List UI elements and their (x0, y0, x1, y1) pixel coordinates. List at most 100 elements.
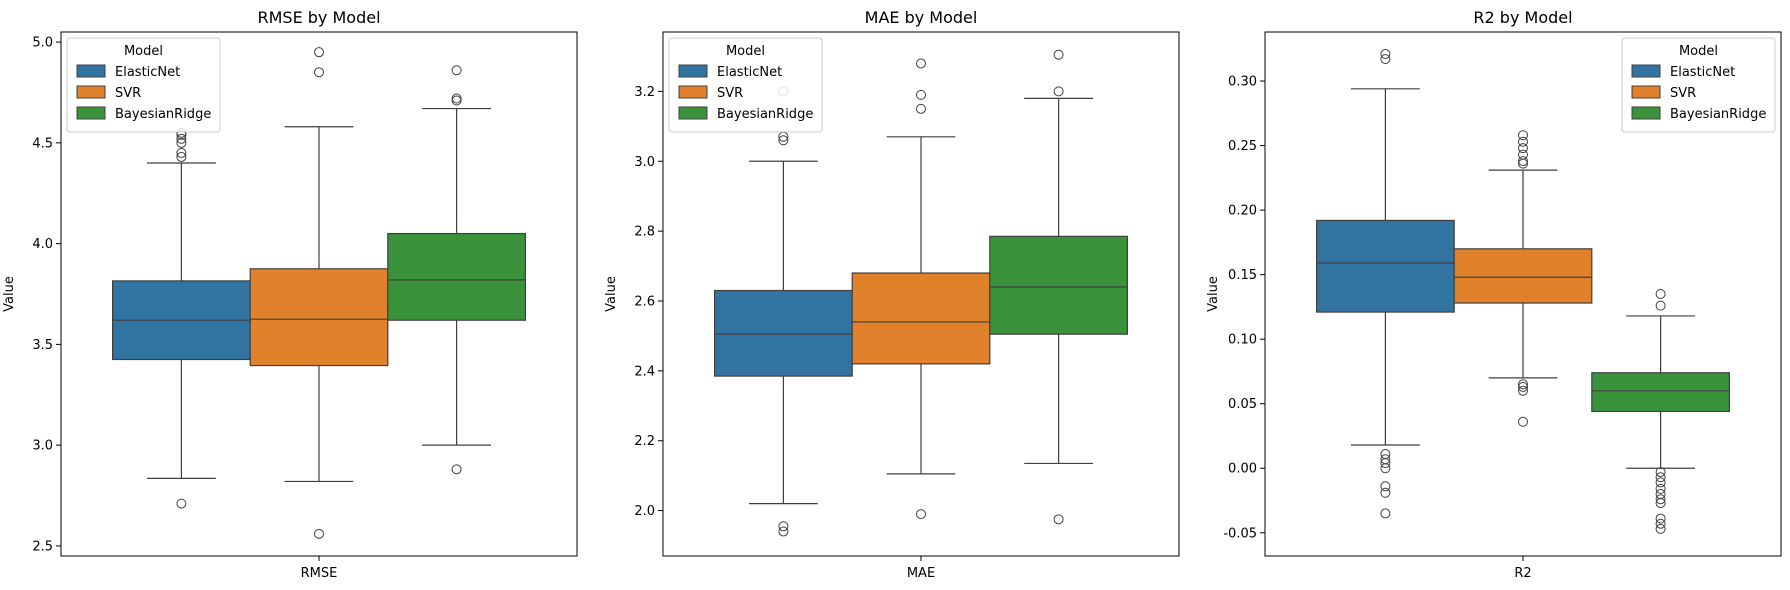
panel-r2: R2 by Model -0.05 0.00 0.05 0.10 0.15 0.20 0.25… (1206, 8, 1782, 581)
outlier-point (1518, 156, 1528, 167)
axes-frame (60, 31, 578, 557)
outlier-point (778, 135, 789, 146)
legend-entry: BayesianRidge (717, 107, 813, 122)
outlier-point (1518, 381, 1528, 392)
legend-entry: BayesianRidge (115, 107, 211, 122)
box-elasticnet (1315, 48, 1455, 519)
y-tick-label: 2.4 (634, 364, 655, 379)
outlier-point (1518, 379, 1528, 390)
chart-title: MAE by Model (865, 8, 978, 27)
outlier-point (916, 103, 926, 114)
x-tick-label: MAE (907, 566, 935, 581)
outlier-point (1518, 136, 1528, 147)
outlier-point (451, 93, 462, 104)
outlier-point (176, 133, 187, 144)
y-tick-label: 2.8 (634, 225, 655, 240)
box-bayesianridge (387, 65, 526, 475)
y-tick-label: 4.5 (32, 136, 53, 151)
legend-swatch (76, 85, 106, 99)
legend: Model ElasticNet SVR BayesianRidge (66, 37, 221, 133)
legend-entry: ElasticNet (115, 65, 180, 80)
legend-entry: SVR (1670, 86, 1696, 101)
legend-swatch (76, 64, 106, 78)
outlier-point (1380, 508, 1391, 519)
outlier-point (314, 47, 324, 58)
outlier-point (1655, 300, 1666, 311)
chart-title: RMSE by Model (257, 8, 380, 27)
y-axis-label: Value (1206, 276, 1221, 312)
y-tick-label: 2.0 (634, 504, 655, 519)
legend-title: Model (1679, 44, 1718, 59)
outlier-point (1655, 518, 1666, 529)
box-svr (249, 47, 389, 539)
y-tick-label: 3.5 (32, 338, 53, 353)
legend-swatch (1631, 106, 1661, 120)
y-tick-label: 0.10 (1228, 333, 1257, 348)
outlier-point (778, 526, 789, 537)
outlier-point (1655, 483, 1666, 494)
outlier-point (176, 498, 187, 509)
x-tick-label: R2 (1514, 566, 1531, 581)
axes-frame (1264, 31, 1782, 557)
outlier-point (1518, 385, 1528, 396)
outlier-point (916, 89, 926, 100)
outlier-point (1380, 449, 1391, 460)
legend-swatch (678, 106, 708, 120)
y-tick-label: 5.0 (32, 36, 53, 51)
legend-entry: ElasticNet (717, 65, 782, 80)
outlier-point (1380, 463, 1391, 474)
box-iqr (989, 235, 1128, 335)
outlier-point (916, 58, 926, 69)
outlier-point (314, 528, 324, 539)
outlier-point (1380, 48, 1391, 59)
box-elasticnet (111, 127, 251, 509)
outlier-point (1053, 514, 1064, 525)
y-axis-label: Value (2, 276, 17, 312)
panel-mae: MAE by Model 2.0 2.2 2.4 2.6 2.8 3.0 3.2 Value MA… (604, 8, 1180, 581)
outlier-point (176, 147, 187, 158)
box-iqr (387, 232, 526, 321)
box-iqr (1315, 219, 1455, 313)
outlier-point (778, 521, 789, 532)
y-tick-label: 3.0 (634, 155, 655, 170)
x-tick-label: RMSE (301, 566, 338, 581)
legend-swatch (76, 106, 106, 120)
y-tick-label: 4.0 (32, 237, 53, 252)
y-tick-label: 0.25 (1228, 139, 1257, 154)
outlier-point (1053, 49, 1064, 60)
box-iqr (713, 289, 853, 377)
outlier-point (1518, 416, 1528, 427)
y-tick-label: 0.00 (1228, 462, 1257, 477)
outlier-point (1655, 513, 1666, 524)
box-iqr (1591, 372, 1731, 413)
outlier-point (916, 509, 926, 520)
outlier-point (1380, 454, 1391, 465)
outlier-point (176, 151, 187, 162)
outlier-point (451, 95, 462, 106)
legend-swatch (678, 85, 708, 99)
y-tick-label: 0.05 (1228, 397, 1257, 412)
legend-title: Model (726, 44, 765, 59)
outlier-point (1655, 523, 1666, 534)
y-axis-label: Value (604, 276, 619, 312)
legend-entry: BayesianRidge (1670, 107, 1766, 122)
legend-entry: SVR (115, 86, 141, 101)
outlier-point (1518, 130, 1528, 141)
y-tick-label: -0.05 (1223, 526, 1257, 541)
legend-swatch (1631, 85, 1661, 99)
box-svr (851, 58, 991, 520)
outlier-point (176, 137, 187, 148)
box-iqr (851, 272, 991, 365)
legend-title: Model (124, 44, 163, 59)
outlier-point (1655, 472, 1666, 483)
y-tick-label: 3.2 (634, 85, 655, 100)
legend-swatch (1631, 64, 1661, 78)
y-tick-label: 0.30 (1228, 75, 1257, 90)
legend: Model ElasticNet SVR BayesianRidge (668, 37, 823, 133)
axes-frame (662, 31, 1180, 557)
y-tick-label: 0.15 (1228, 268, 1257, 283)
legend-entry: SVR (717, 86, 743, 101)
legend: Model ElasticNet SVR BayesianRidge (1621, 37, 1776, 133)
box-iqr (249, 268, 389, 367)
